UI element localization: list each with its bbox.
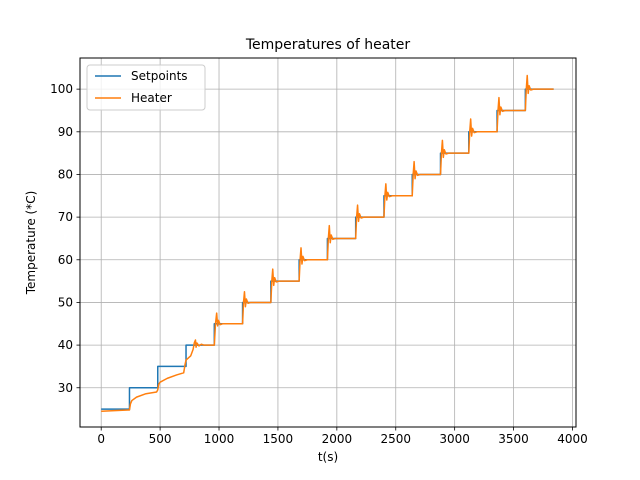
axis-ticks: 0 500 1000 1500 2000 2500 3000 3500 4000 30 40 50 60…	[50, 82, 588, 446]
x-tick-label: 2000	[322, 432, 353, 446]
x-tick-label: 500	[149, 432, 172, 446]
legend-label: Setpoints	[131, 69, 188, 83]
y-tick-label: 50	[58, 295, 73, 309]
x-tick-label: 3000	[439, 432, 470, 446]
y-tick-label: 40	[58, 338, 73, 352]
legend-label: Heater	[131, 91, 172, 105]
plot-frame	[79, 57, 577, 428]
y-tick-label: 30	[58, 381, 73, 395]
y-axis-label: Temperature (*C)	[24, 191, 38, 296]
y-tick-label: 70	[58, 210, 73, 224]
y-tick-label: 60	[58, 253, 73, 267]
x-axis-label: t(s)	[318, 450, 338, 464]
chart-title: Temperatures of heater	[245, 37, 411, 53]
series-line-heater	[101, 74, 554, 412]
x-tick-label: 1000	[204, 432, 235, 446]
series-lines	[101, 74, 554, 412]
x-tick-label: 0	[97, 432, 105, 446]
y-tick-label: 80	[58, 167, 73, 181]
legend: Setpoints Heater	[86, 64, 206, 111]
y-tick-label: 100	[50, 82, 73, 96]
x-tick-label: 3500	[498, 432, 529, 446]
y-tick-label: 90	[58, 125, 73, 139]
x-tick-label: 4000	[557, 432, 588, 446]
x-tick-label: 1500	[263, 432, 294, 446]
x-tick-label: 2500	[380, 432, 411, 446]
